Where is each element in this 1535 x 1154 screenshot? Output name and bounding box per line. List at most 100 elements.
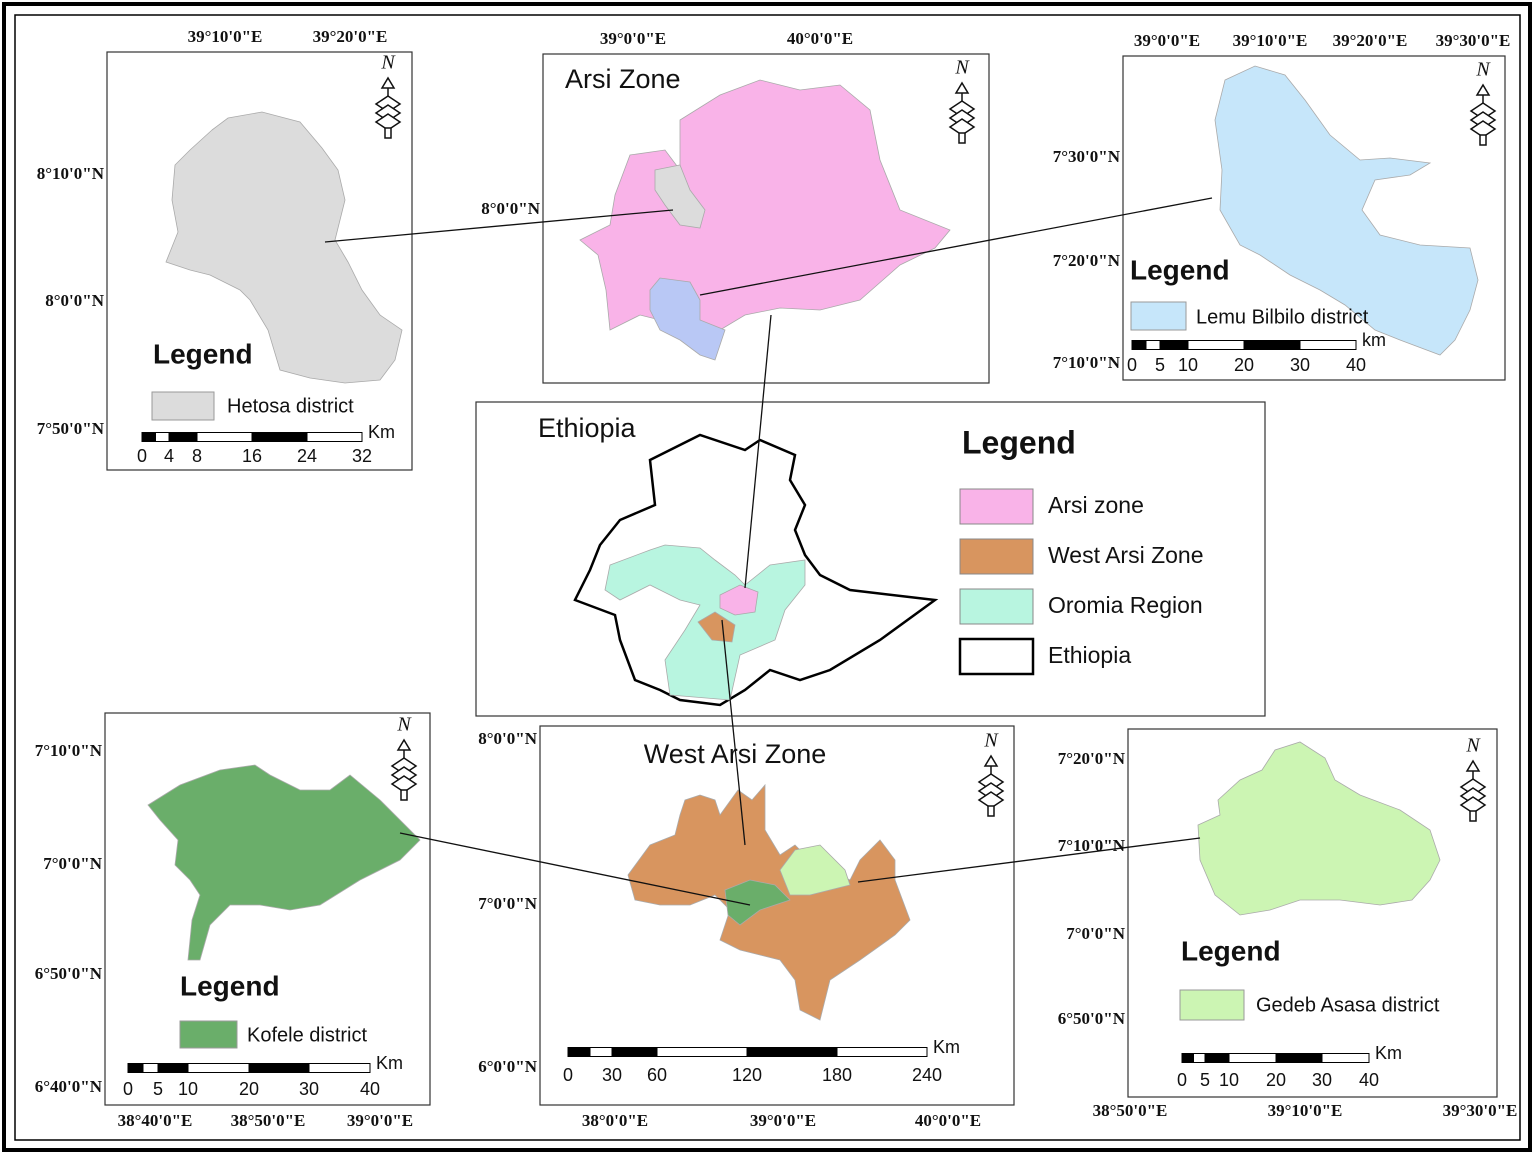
left-coordinate: 7°0'0"N — [1066, 924, 1125, 943]
legend-item: West Arsi Zone — [1048, 542, 1204, 568]
scale-segment — [1243, 340, 1301, 350]
scale-segment — [611, 1047, 658, 1057]
legend-item: Arsi zone — [1048, 492, 1144, 518]
scale-unit: km — [1362, 330, 1386, 350]
north-arrow-head — [396, 738, 412, 751]
bottom-coordinate: 39°10'0"E — [1268, 1101, 1343, 1120]
scale-label: 5 — [1155, 355, 1165, 375]
legend-swatch — [959, 488, 1034, 525]
top-coordinate: 39°20'0"E — [313, 27, 388, 46]
west-arsi-in-ethiopia — [697, 611, 736, 643]
scale-segment — [142, 1063, 159, 1073]
bottom-coordinate: 40°0'0"E — [915, 1111, 981, 1130]
scale-label: 30 — [1312, 1070, 1332, 1090]
left-coordinate: 7°20'0"N — [1053, 251, 1121, 270]
lemu-in-arsi — [649, 277, 726, 361]
arsi-in-ethiopia — [719, 584, 759, 616]
legend-swatch — [1179, 989, 1245, 1021]
scale-segment — [1187, 340, 1245, 350]
bottom-coordinate: 38°50'0"E — [1093, 1101, 1168, 1120]
left-coordinate: 7°20'0"N — [1058, 749, 1126, 768]
north-arrow-base — [987, 805, 995, 817]
scale-segment — [589, 1047, 613, 1057]
legend-title: Legend — [1181, 935, 1281, 966]
left-coordinate: 7°50'0"N — [37, 419, 105, 438]
scale-label: 180 — [822, 1065, 852, 1085]
north-arrow-layer — [948, 118, 976, 136]
connector — [399, 832, 751, 906]
north-arrow-head — [954, 81, 970, 94]
left-coordinate: 7°30'0"N — [1053, 147, 1121, 166]
north-arrow — [374, 76, 402, 139]
scale-segment — [1299, 340, 1357, 350]
left-coordinate: 7°10'0"N — [1053, 353, 1121, 372]
scale-label: 30 — [602, 1065, 622, 1085]
left-coordinate: 7°0'0"N — [478, 894, 537, 913]
scale-segment — [141, 432, 156, 442]
left-coordinate: 7°10'0"N — [35, 741, 103, 760]
north-arrow-layer — [1459, 796, 1487, 814]
top-coordinate: 39°10'0"E — [188, 27, 263, 46]
scale-label: 20 — [1234, 355, 1254, 375]
scale-label: 0 — [1127, 355, 1137, 375]
scale-label: 10 — [1178, 355, 1198, 375]
left-coordinate: 8°0'0"N — [481, 199, 540, 218]
bottom-coordinate: 38°40'0"E — [118, 1111, 193, 1130]
scale-segment — [1131, 340, 1147, 350]
legend-swatch — [959, 538, 1034, 575]
north-arrow — [390, 738, 418, 801]
panel-title: West Arsi Zone — [644, 739, 827, 769]
bottom-coordinate: 39°0'0"E — [750, 1111, 816, 1130]
scale-label: 10 — [178, 1079, 198, 1099]
scale-segment — [746, 1047, 838, 1057]
legend-title: Legend — [1130, 254, 1230, 285]
legend-item: Gedeb Asasa district — [1256, 994, 1440, 1016]
connector — [721, 619, 746, 846]
scale-label: 5 — [153, 1079, 163, 1099]
scale-label: 20 — [1266, 1070, 1286, 1090]
north-arrow-head — [983, 754, 999, 767]
scale-label: 10 — [1219, 1070, 1239, 1090]
bottom-coordinate: 38°0'0"E — [582, 1111, 648, 1130]
scale-label: 40 — [360, 1079, 380, 1099]
north-label: N — [380, 52, 396, 74]
scale-segment — [1193, 1053, 1206, 1063]
scale-label: 4 — [164, 446, 174, 466]
scale-label: 40 — [1346, 355, 1366, 375]
bottom-coordinate: 38°50'0"E — [231, 1111, 306, 1130]
scale-label: 0 — [1177, 1070, 1187, 1090]
north-label: N — [954, 57, 970, 79]
top-coordinate: 39°0'0"E — [1134, 31, 1200, 50]
ethiopia-legend-swatches — [958, 488, 1035, 676]
left-coordinate: 6°50'0"N — [1058, 1009, 1126, 1028]
left-coordinate: 8°0'0"N — [45, 291, 104, 310]
legend-item: Kofele district — [247, 1024, 367, 1046]
north-arrow — [948, 81, 976, 144]
north-arrow — [1469, 83, 1497, 146]
legend-swatch — [959, 588, 1034, 625]
scale-segment — [1159, 340, 1189, 350]
connector — [744, 314, 772, 589]
scale-label: 60 — [647, 1065, 667, 1085]
scale-unit: Km — [376, 1053, 403, 1073]
legend-swatch — [1130, 301, 1187, 331]
scale-label: 8 — [192, 446, 202, 466]
scale-segment — [1145, 340, 1161, 350]
kofele-shape — [147, 764, 421, 961]
scale-label: 20 — [239, 1079, 259, 1099]
scale-label: 16 — [242, 446, 262, 466]
north-arrow-layer — [374, 113, 402, 131]
north-label: N — [1475, 59, 1491, 81]
connector — [324, 209, 674, 243]
scale-segment — [836, 1047, 928, 1057]
north-arrow — [1459, 759, 1487, 822]
scale-segment — [1275, 1053, 1323, 1063]
top-coordinate: 39°10'0"E — [1233, 31, 1308, 50]
north-arrow-head — [380, 76, 396, 89]
north-arrow — [977, 754, 1005, 817]
legend-item: Oromia Region — [1048, 592, 1203, 618]
left-coordinate: 6°40'0"N — [35, 1077, 103, 1096]
top-coordinate: 40°0'0"E — [787, 29, 853, 48]
legend-swatch — [179, 1020, 238, 1049]
left-coordinate: 8°10'0"N — [37, 164, 105, 183]
